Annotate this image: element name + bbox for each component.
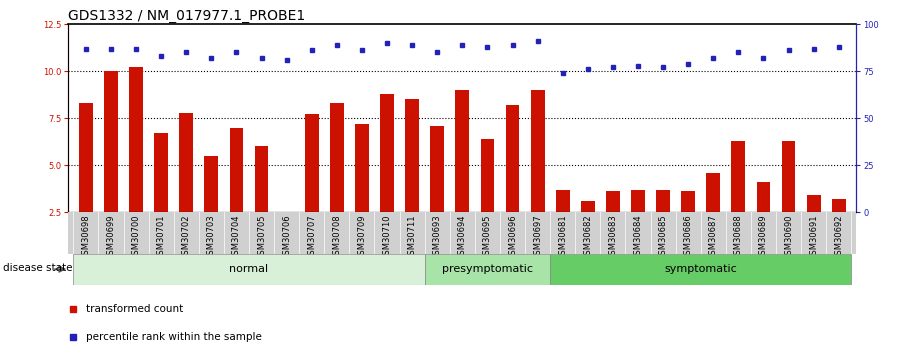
- Text: GSM30693: GSM30693: [433, 214, 442, 260]
- Text: GSM30695: GSM30695: [483, 214, 492, 260]
- Text: GSM30694: GSM30694: [458, 214, 466, 260]
- Bar: [380, 94, 394, 212]
- Bar: [756, 182, 771, 212]
- Bar: [506, 105, 519, 212]
- Text: GSM30685: GSM30685: [659, 214, 668, 260]
- Bar: [550, 254, 851, 285]
- Text: GSM30686: GSM30686: [683, 214, 692, 260]
- Text: GSM30702: GSM30702: [182, 214, 190, 260]
- Text: GSM30709: GSM30709: [357, 214, 366, 260]
- Bar: [556, 190, 569, 212]
- Bar: [179, 112, 193, 212]
- Text: disease state: disease state: [3, 264, 72, 273]
- Bar: [782, 141, 795, 212]
- Text: GSM30697: GSM30697: [533, 214, 542, 260]
- Bar: [129, 67, 143, 212]
- Bar: [330, 103, 343, 212]
- Text: GSM30703: GSM30703: [207, 214, 216, 260]
- Bar: [631, 190, 645, 212]
- Text: GSM30689: GSM30689: [759, 214, 768, 260]
- Bar: [531, 90, 545, 212]
- Bar: [355, 124, 369, 212]
- Text: transformed count: transformed count: [86, 304, 183, 314]
- Bar: [104, 71, 118, 212]
- Bar: [656, 190, 670, 212]
- Bar: [732, 141, 745, 212]
- Text: GSM30708: GSM30708: [333, 214, 342, 260]
- Text: presymptomatic: presymptomatic: [442, 264, 533, 274]
- Text: GSM30691: GSM30691: [809, 214, 818, 260]
- Text: GSM30687: GSM30687: [709, 214, 718, 260]
- Bar: [832, 199, 845, 212]
- Bar: [681, 191, 695, 212]
- Text: GSM30704: GSM30704: [232, 214, 241, 260]
- Bar: [305, 115, 319, 212]
- Text: GSM30707: GSM30707: [307, 214, 316, 260]
- Text: normal: normal: [230, 264, 269, 274]
- Bar: [581, 201, 595, 212]
- Text: GSM30696: GSM30696: [508, 214, 517, 260]
- Bar: [480, 139, 495, 212]
- Text: GSM30681: GSM30681: [558, 214, 568, 260]
- Text: percentile rank within the sample: percentile rank within the sample: [86, 332, 261, 342]
- Bar: [456, 90, 469, 212]
- Text: GSM30688: GSM30688: [734, 214, 742, 260]
- Bar: [154, 133, 169, 212]
- Text: GSM30698: GSM30698: [81, 214, 90, 260]
- Bar: [204, 156, 219, 212]
- Text: GSM30701: GSM30701: [157, 214, 166, 260]
- Text: GSM30700: GSM30700: [131, 214, 140, 260]
- Text: GSM30684: GSM30684: [633, 214, 642, 260]
- Bar: [425, 254, 550, 285]
- Bar: [430, 126, 445, 212]
- Bar: [79, 103, 93, 212]
- Bar: [230, 128, 243, 212]
- Text: GSM30705: GSM30705: [257, 214, 266, 260]
- Bar: [74, 254, 425, 285]
- Text: GSM30690: GSM30690: [784, 214, 793, 260]
- Text: GDS1332 / NM_017977.1_PROBE1: GDS1332 / NM_017977.1_PROBE1: [68, 9, 305, 23]
- Text: GSM30692: GSM30692: [834, 214, 844, 260]
- Text: GSM30710: GSM30710: [383, 214, 392, 260]
- Bar: [706, 173, 721, 212]
- Text: GSM30711: GSM30711: [407, 214, 416, 260]
- Bar: [606, 191, 619, 212]
- Text: GSM30683: GSM30683: [609, 214, 618, 260]
- Text: symptomatic: symptomatic: [664, 264, 737, 274]
- Text: GSM30699: GSM30699: [107, 214, 116, 260]
- Bar: [405, 99, 419, 212]
- Bar: [255, 146, 269, 212]
- Text: GSM30682: GSM30682: [583, 214, 592, 260]
- Bar: [807, 195, 821, 212]
- Text: GSM30706: GSM30706: [282, 214, 292, 260]
